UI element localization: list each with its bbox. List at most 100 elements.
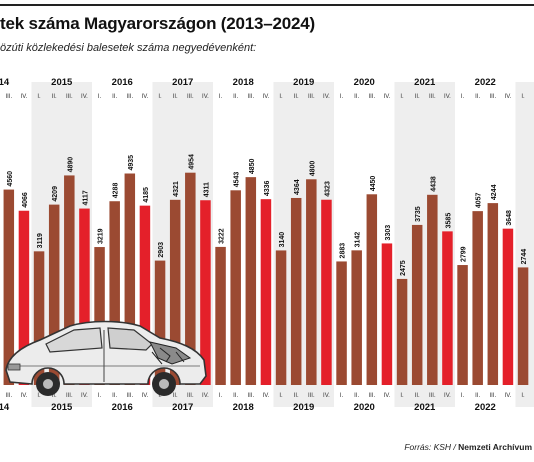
quarter-label-bottom: I. <box>340 393 344 399</box>
quarter-label: IV. <box>263 94 270 100</box>
year-label-top: 2021 <box>414 77 436 88</box>
quarter-label: II. <box>354 94 359 100</box>
year-label-bottom: 2022 <box>475 402 496 413</box>
quarter-label: IV. <box>202 94 209 100</box>
data-label: 4935 <box>128 155 135 171</box>
quarter-label: II. <box>52 94 57 100</box>
bar <box>502 228 514 385</box>
year-label-bottom: 2018 <box>233 402 254 413</box>
bar <box>457 265 468 385</box>
quarter-label-bottom: III. <box>308 393 315 399</box>
year-label-top: 014 <box>0 77 10 88</box>
data-label: 2883 <box>340 243 347 259</box>
bar <box>321 199 332 385</box>
bar <box>94 247 105 385</box>
data-label: 4850 <box>249 158 256 174</box>
bar <box>230 190 241 385</box>
quarter-label: I. <box>37 94 41 100</box>
data-label: 4890 <box>67 157 74 173</box>
bar <box>18 210 30 385</box>
quarter-label: III. <box>5 94 12 100</box>
quarter-label-bottom: II. <box>112 393 117 399</box>
quarter-label: II. <box>415 94 420 100</box>
year-label-top: 2016 <box>112 77 133 88</box>
source-label: Forrás: KSH / <box>404 442 459 452</box>
quarter-label: IV. <box>21 94 28 100</box>
year-label-bottom: 2021 <box>414 402 436 413</box>
data-label: 4364 <box>294 179 301 195</box>
bar <box>139 205 151 385</box>
chart-title: tek száma Magyarországon (2013–2024) <box>0 14 316 33</box>
data-label: 4209 <box>52 186 59 202</box>
year-label-bottom: 2020 <box>354 402 375 413</box>
bar <box>306 179 317 385</box>
quarter-label: II. <box>173 94 178 100</box>
quarter-label-bottom: III. <box>187 393 194 399</box>
data-label: 4185 <box>143 187 150 203</box>
data-label: 4321 <box>173 181 180 197</box>
quarter-label-bottom: I. <box>521 393 525 399</box>
data-label: 4117 <box>82 190 89 205</box>
wrecked-car-illustration <box>5 320 207 396</box>
year-label-bottom: 2015 <box>51 402 73 413</box>
bar <box>366 194 378 385</box>
quarter-label: IV. <box>323 94 330 100</box>
data-label: 2744 <box>521 249 528 265</box>
quarter-label-bottom: II. <box>475 393 480 399</box>
bar <box>290 197 302 385</box>
data-label: 4560 <box>7 171 14 187</box>
quarter-label-bottom: I. <box>219 393 223 399</box>
quarter-label-bottom: II. <box>354 393 359 399</box>
quarter-label: I. <box>340 94 344 100</box>
bar <box>517 267 529 385</box>
bar <box>442 231 453 385</box>
quarter-label-bottom: IV. <box>21 393 28 399</box>
data-label: 3648 <box>506 210 513 226</box>
data-label: 4244 <box>491 184 498 200</box>
quarter-label-bottom: III. <box>5 393 12 399</box>
quarter-label: II. <box>233 94 238 100</box>
year-label-top: 2022 <box>475 77 496 88</box>
bar <box>487 203 499 385</box>
source-credit: Forrás: KSH / Nemzeti Archívum <box>404 442 532 452</box>
data-label: 4438 <box>430 176 437 192</box>
data-label: 4323 <box>324 181 331 197</box>
quarter-label-bottom: I. <box>37 393 41 399</box>
bar <box>396 278 408 385</box>
quarter-label: I. <box>219 94 223 100</box>
data-label: 4954 <box>188 154 195 170</box>
quarter-label-bottom: IV. <box>202 393 209 399</box>
data-label: 4800 <box>309 161 316 177</box>
bar <box>33 251 45 385</box>
bar <box>215 246 226 385</box>
quarter-label: IV. <box>384 94 391 100</box>
bar <box>154 260 166 385</box>
bar <box>64 175 75 385</box>
top-rule <box>0 4 534 6</box>
quarter-label-bottom: IV. <box>384 393 391 399</box>
quarter-label-bottom: II. <box>173 393 178 399</box>
quarter-label: III. <box>489 94 496 100</box>
data-label: 3140 <box>279 232 286 248</box>
bar <box>427 194 438 385</box>
quarter-label-bottom: I. <box>279 393 283 399</box>
data-label: 2475 <box>400 260 407 276</box>
quarter-label: IV. <box>444 94 451 100</box>
bar <box>169 199 181 385</box>
quarter-label: I. <box>279 94 283 100</box>
bar <box>381 243 393 385</box>
quarter-label: III. <box>187 94 194 100</box>
bar <box>79 208 90 385</box>
quarter-label: II. <box>112 94 117 100</box>
quarter-label: III. <box>66 94 73 100</box>
data-label: 4066 <box>22 192 29 208</box>
bar <box>245 177 257 385</box>
quarter-label-bottom: IV. <box>263 393 270 399</box>
quarter-label-bottom: IV. <box>444 393 451 399</box>
data-label: 3219 <box>98 228 105 244</box>
data-label: 3735 <box>415 206 422 222</box>
year-label-top: 2019 <box>293 77 314 88</box>
quarter-label-bottom: III. <box>429 393 436 399</box>
year-label-top: 2018 <box>233 77 254 88</box>
quarter-label: I. <box>98 94 102 100</box>
